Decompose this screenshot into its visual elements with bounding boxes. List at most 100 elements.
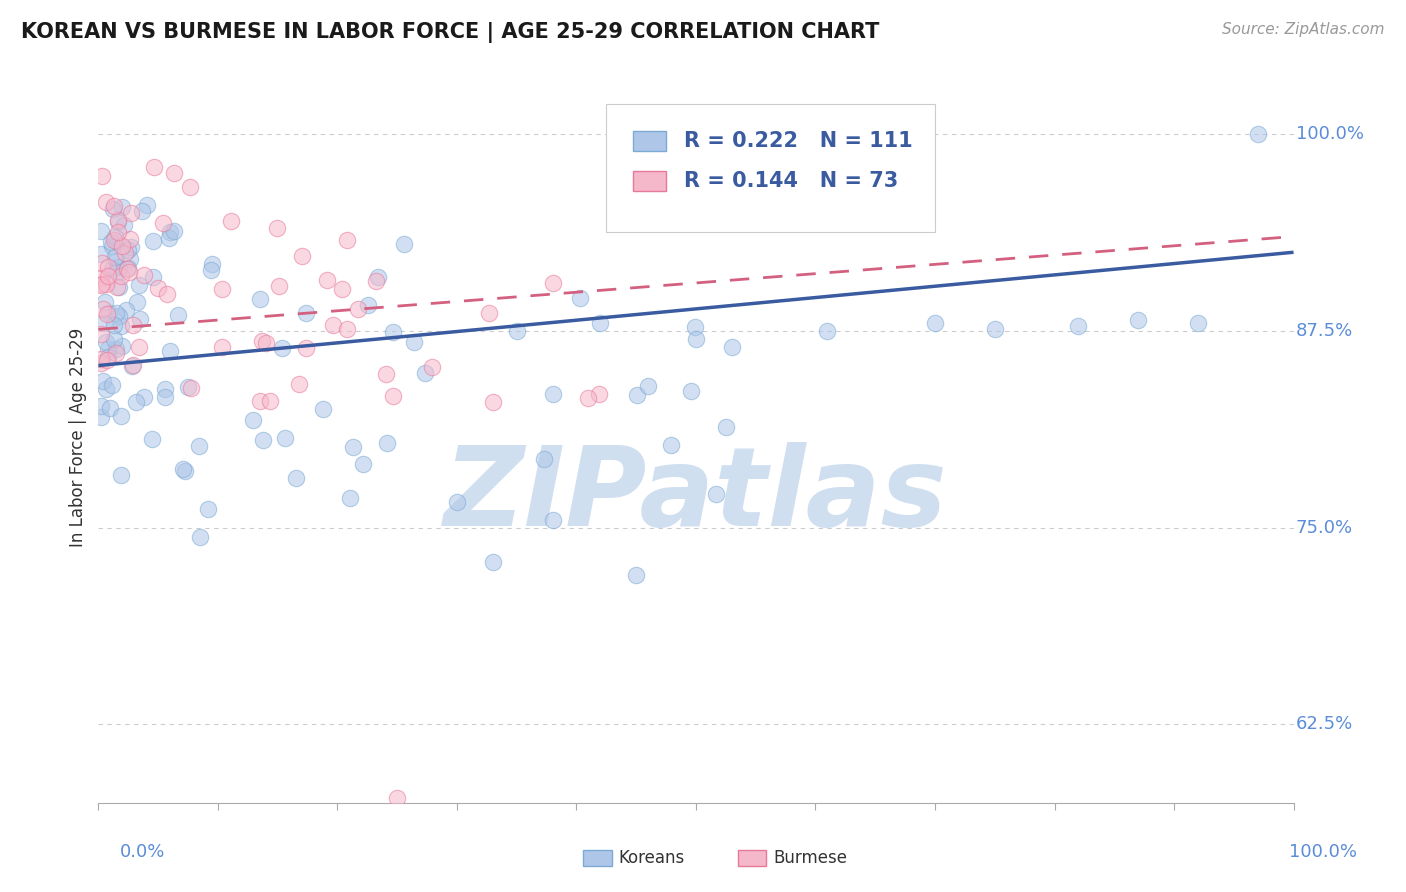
- Text: 87.5%: 87.5%: [1296, 322, 1353, 340]
- Point: [107, 215, 129, 229]
- Point: [420, 360, 443, 375]
- Point: [346, 301, 368, 316]
- Point: [367, 270, 389, 285]
- Point: [142, 234, 165, 248]
- Point: [101, 239, 124, 253]
- Text: 100.0%: 100.0%: [1289, 843, 1357, 861]
- Point: [446, 495, 468, 509]
- Point: [352, 458, 374, 472]
- Point: [533, 452, 555, 467]
- Point: [103, 233, 125, 247]
- Point: [1128, 313, 1150, 327]
- Y-axis label: In Labor Force | Age 25-29: In Labor Force | Age 25-29: [69, 327, 87, 547]
- Point: [179, 180, 201, 194]
- Point: [110, 409, 132, 423]
- Text: 75.0%: 75.0%: [1296, 518, 1353, 536]
- Point: [96, 277, 118, 291]
- Point: [97, 343, 120, 357]
- Point: [172, 462, 194, 476]
- Point: [121, 359, 143, 373]
- Point: [153, 390, 176, 404]
- Point: [679, 384, 702, 398]
- Point: [404, 334, 426, 349]
- Point: [339, 491, 361, 506]
- Text: 0.0%: 0.0%: [120, 843, 165, 861]
- Point: [211, 340, 233, 354]
- Point: [588, 387, 610, 401]
- Point: [312, 402, 335, 417]
- Point: [541, 276, 564, 290]
- Point: [392, 236, 415, 251]
- Point: [110, 319, 132, 334]
- Point: [242, 412, 264, 426]
- Point: [706, 487, 728, 501]
- Point: [96, 307, 118, 321]
- Point: [259, 393, 281, 408]
- Point: [342, 441, 364, 455]
- Point: [322, 318, 344, 332]
- Point: [162, 166, 184, 180]
- Point: [924, 316, 946, 330]
- Point: [141, 432, 163, 446]
- Point: [131, 203, 153, 218]
- Point: [90, 224, 112, 238]
- Point: [284, 471, 307, 485]
- Point: [481, 394, 505, 409]
- Point: [136, 198, 159, 212]
- Point: [120, 252, 142, 267]
- Point: [105, 265, 128, 279]
- Point: [110, 200, 132, 214]
- Point: [125, 395, 148, 409]
- Point: [815, 324, 838, 338]
- Point: [96, 334, 118, 349]
- Point: [115, 303, 138, 318]
- Point: [364, 274, 387, 288]
- Point: [134, 268, 156, 282]
- Point: [197, 501, 219, 516]
- Point: [714, 420, 737, 434]
- Point: [266, 221, 288, 235]
- Point: [659, 438, 682, 452]
- Point: [104, 229, 127, 244]
- Point: [291, 249, 314, 263]
- Point: [97, 350, 120, 364]
- Point: [91, 277, 114, 292]
- Text: Koreans: Koreans: [619, 849, 685, 867]
- Point: [1247, 128, 1270, 142]
- Point: [91, 374, 114, 388]
- Point: [288, 377, 311, 392]
- Point: [105, 235, 128, 249]
- Point: [576, 392, 599, 406]
- Point: [104, 254, 127, 268]
- Point: [568, 292, 591, 306]
- FancyBboxPatch shape: [606, 104, 935, 232]
- Point: [1187, 316, 1209, 330]
- Point: [117, 260, 139, 275]
- Point: [105, 305, 128, 319]
- Point: [211, 282, 233, 296]
- Point: [250, 334, 273, 349]
- Point: [187, 440, 209, 454]
- Point: [142, 160, 165, 174]
- Point: [336, 233, 359, 247]
- Point: [93, 316, 115, 330]
- Text: 62.5%: 62.5%: [1296, 715, 1353, 733]
- Point: [101, 378, 124, 392]
- Point: [90, 247, 112, 261]
- Point: [200, 263, 222, 277]
- Point: [100, 235, 122, 249]
- Point: [152, 216, 174, 230]
- Point: [188, 530, 211, 544]
- Point: [159, 225, 181, 239]
- Point: [94, 295, 117, 310]
- Point: [156, 286, 179, 301]
- Point: [97, 306, 120, 320]
- Point: [91, 169, 114, 183]
- Point: [382, 325, 405, 339]
- Point: [481, 555, 505, 569]
- Point: [274, 431, 297, 445]
- Point: [382, 388, 405, 402]
- Point: [375, 367, 398, 381]
- Point: [105, 346, 128, 360]
- Point: [120, 206, 142, 220]
